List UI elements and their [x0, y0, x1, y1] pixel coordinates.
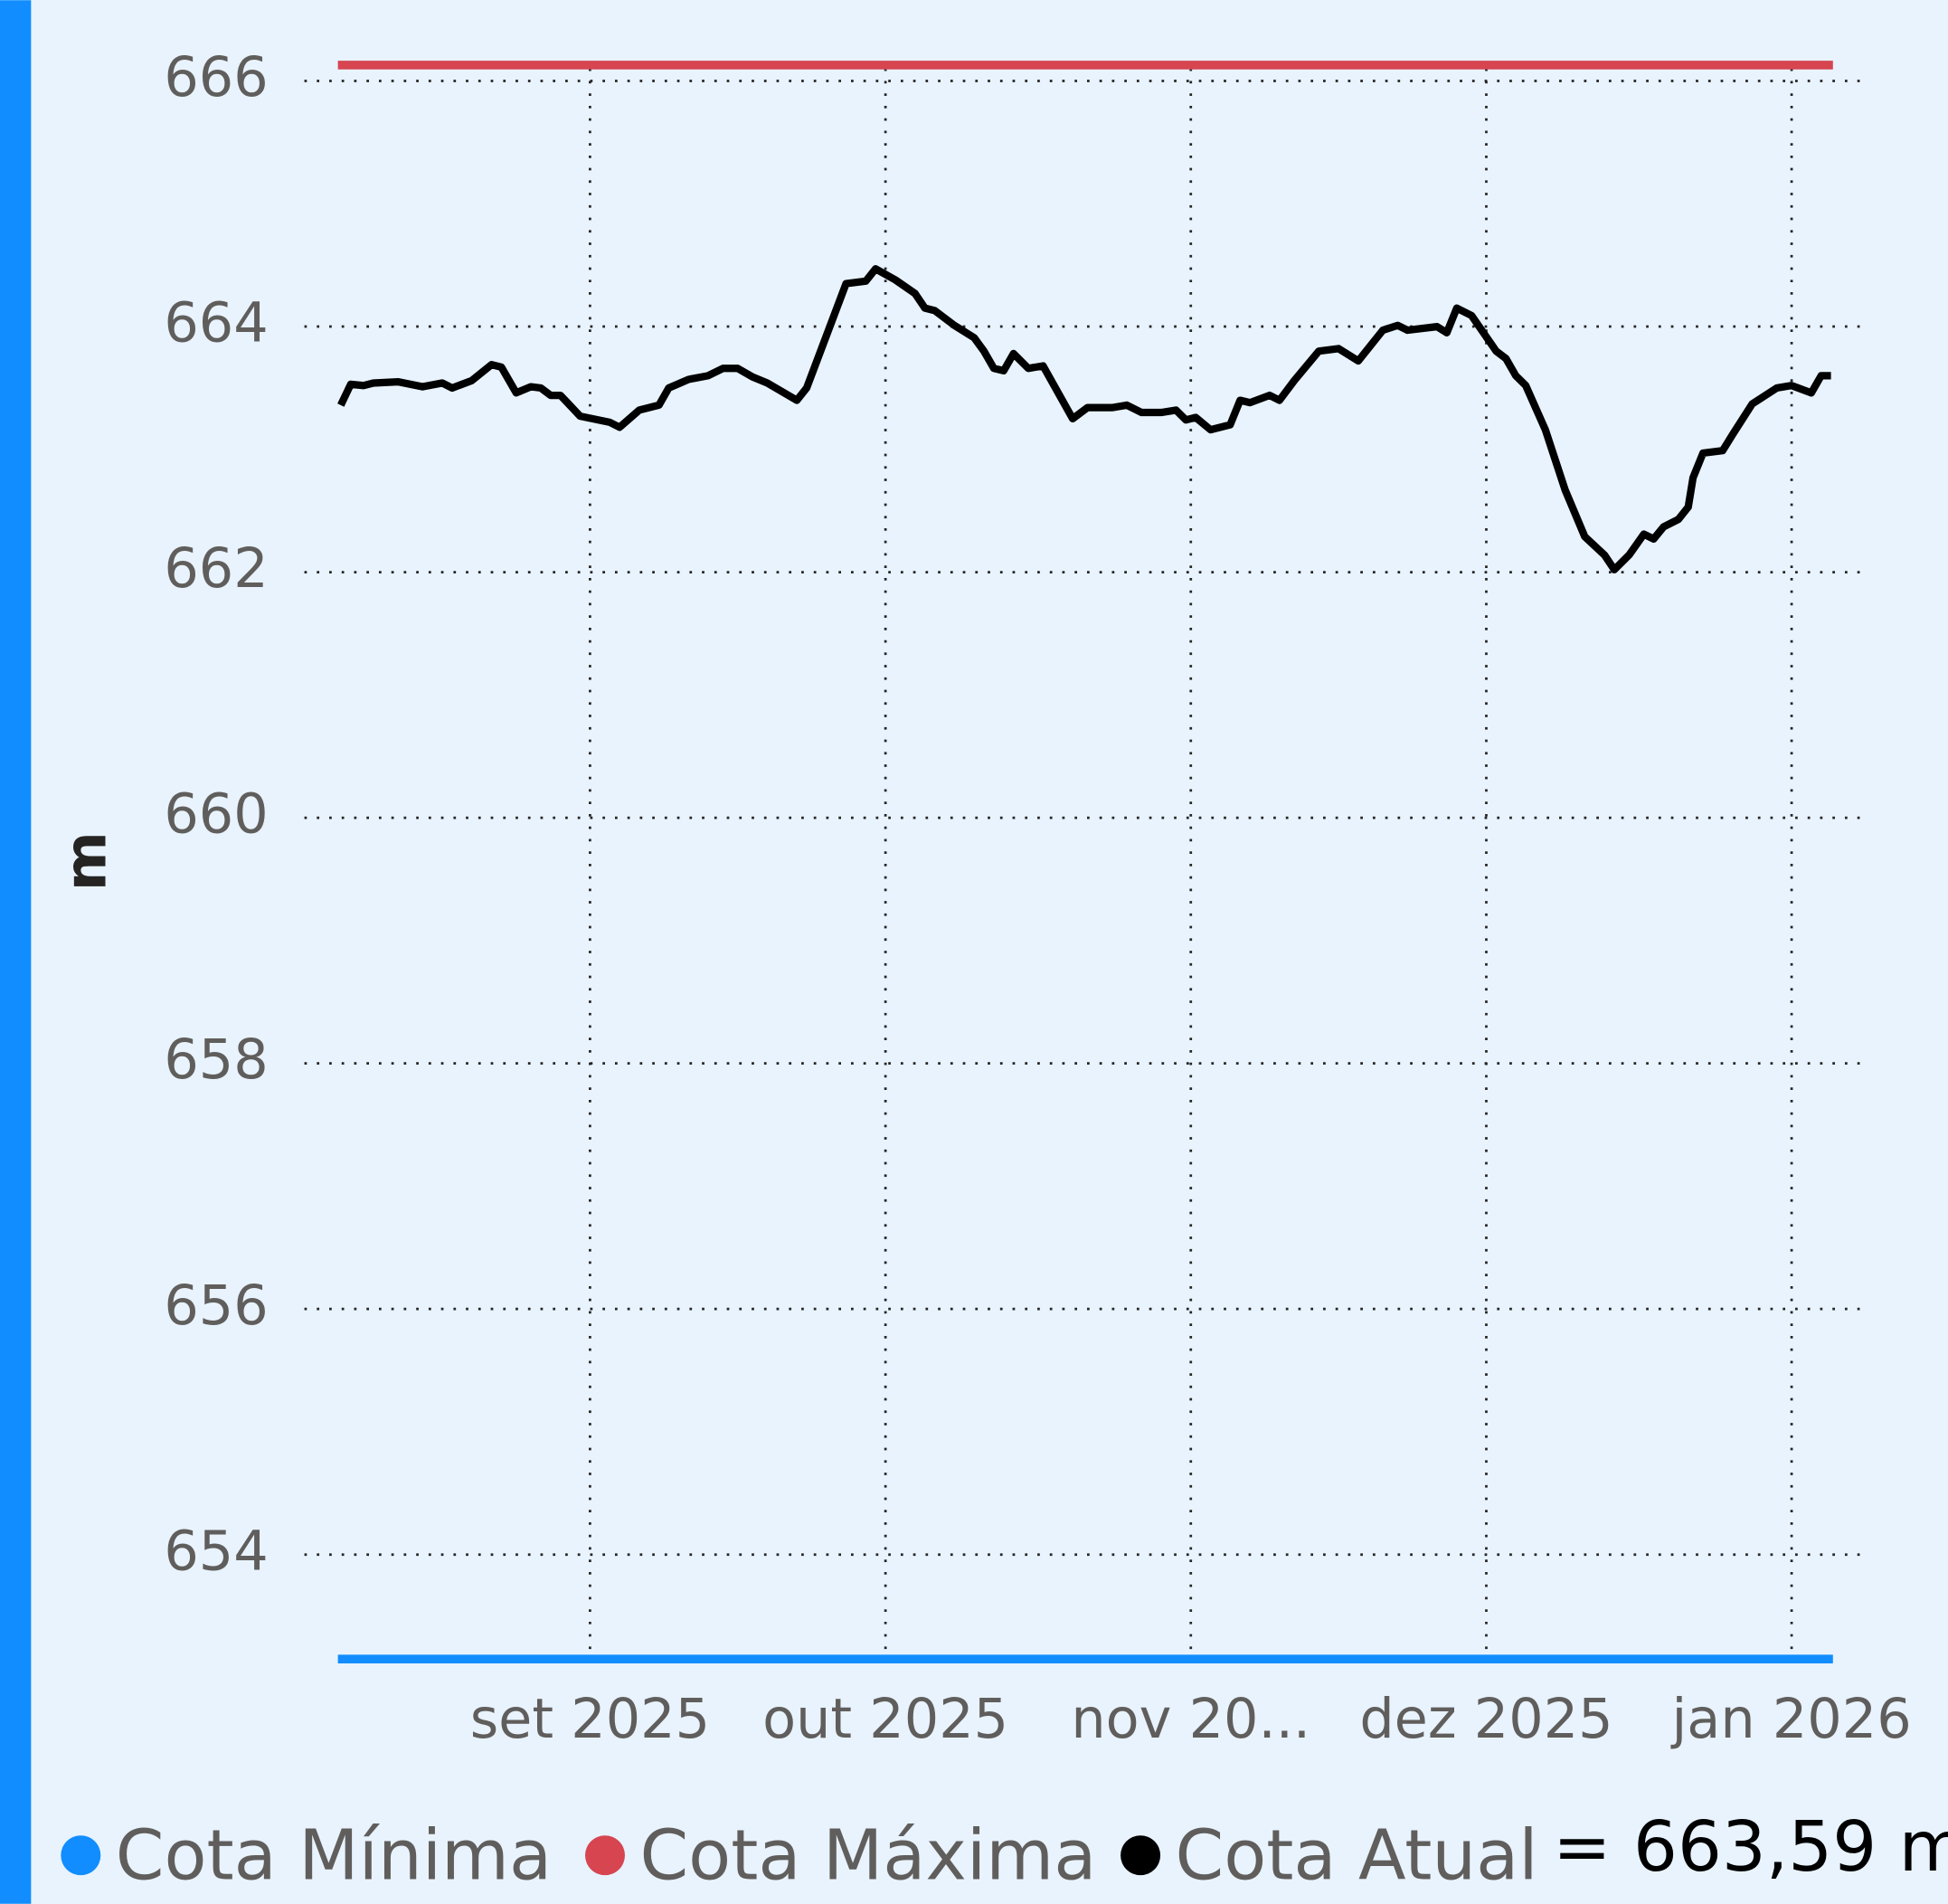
legend-label: Cota Atual [1176, 1816, 1538, 1897]
legend-marker [1121, 1835, 1161, 1876]
y-tick-label: 658 [164, 1028, 268, 1092]
annotation: = 663,59 m [1553, 1807, 1948, 1888]
y-tick-label: 666 [164, 46, 268, 109]
side-accent [0, 0, 32, 1904]
y-tick-label: 654 [164, 1520, 268, 1583]
legend-marker [585, 1835, 625, 1876]
legend-label: Cota Mínima [116, 1816, 552, 1897]
x-tick-label: dez 2025 [1359, 1688, 1612, 1751]
legend-marker [61, 1835, 101, 1876]
y-tick-label: 662 [164, 537, 268, 601]
legend-label: Cota Máxima [639, 1816, 1096, 1897]
y-tick-label: 656 [164, 1274, 268, 1338]
x-tick-label: jan 2026 [1670, 1688, 1912, 1751]
x-tick-label: set 2025 [470, 1688, 710, 1751]
y-tick-label: 664 [164, 292, 268, 355]
y-tick-label: 660 [164, 783, 268, 847]
y-axis-label: m [52, 831, 118, 891]
x-tick-label: out 2025 [762, 1688, 1008, 1751]
x-tick-label: nov 20... [1071, 1688, 1310, 1751]
series-line [337, 265, 1831, 573]
